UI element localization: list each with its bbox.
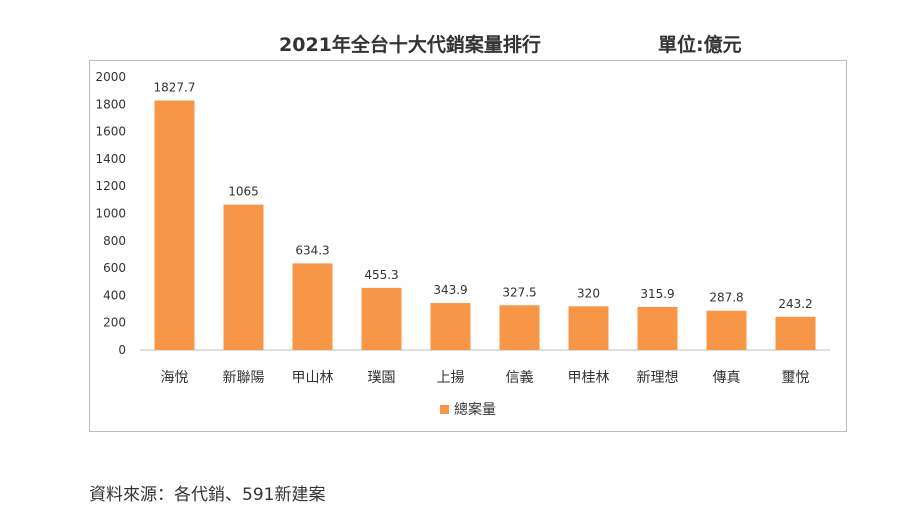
- data-label: 455.3: [364, 268, 398, 282]
- y-tick-label: 1400: [95, 152, 126, 166]
- x-tick-label: 上揚: [437, 369, 465, 386]
- bar: [154, 100, 195, 350]
- x-tick-label: 璞園: [368, 370, 396, 386]
- data-label: 327.5: [502, 285, 536, 299]
- data-label: 287.8: [709, 291, 743, 305]
- y-tick-label: 1800: [95, 97, 126, 111]
- x-tick-label: 甲山林: [292, 370, 334, 386]
- title-row: 2021年全台十大代銷案量排行 單位:億元: [0, 30, 915, 60]
- bar: [430, 303, 471, 350]
- y-tick-label: 600: [103, 261, 126, 275]
- bar: [361, 287, 402, 350]
- bar: [499, 305, 540, 350]
- bar: [223, 204, 264, 350]
- y-tick-label: 400: [103, 288, 126, 302]
- x-tick-label: 傳真: [713, 370, 741, 386]
- data-label: 1065: [228, 185, 259, 199]
- bar: [292, 263, 333, 350]
- y-tick-label: 1600: [95, 125, 126, 139]
- x-tick-label: 甲桂林: [568, 370, 610, 386]
- bar: [637, 306, 678, 350]
- y-tick-label: 1200: [95, 179, 126, 193]
- legend-label: 總案量: [454, 401, 496, 418]
- y-tick-label: 800: [103, 234, 126, 248]
- x-tick-label: 信義: [506, 369, 534, 386]
- data-label: 1827.7: [154, 81, 196, 95]
- unit-label: 單位:億元: [658, 34, 742, 56]
- source-note: 資料來源：各代銷、591新建案: [89, 485, 326, 505]
- x-tick-label: 新聯陽: [223, 370, 265, 386]
- chart-title: 2021年全台十大代銷案量排行: [279, 34, 541, 56]
- data-label: 634.3: [295, 243, 329, 257]
- y-tick-label: 2000: [95, 70, 126, 84]
- data-label: 343.9: [433, 283, 467, 297]
- data-label: 243.2: [778, 297, 812, 311]
- bar: [568, 306, 609, 350]
- x-tick-label: 璽悅: [782, 370, 810, 386]
- y-tick-label: 0: [118, 343, 126, 357]
- y-tick-label: 1000: [95, 207, 126, 221]
- x-tick-label: 新理想: [637, 370, 679, 386]
- bar: [706, 310, 747, 350]
- chart-frame: [89, 60, 847, 432]
- data-label: 320: [577, 286, 600, 300]
- legend-swatch: [440, 405, 449, 414]
- bar: [775, 316, 816, 350]
- x-tick-label: 海悅: [161, 370, 189, 386]
- y-tick-label: 200: [103, 316, 126, 330]
- data-label: 315.9: [640, 287, 674, 301]
